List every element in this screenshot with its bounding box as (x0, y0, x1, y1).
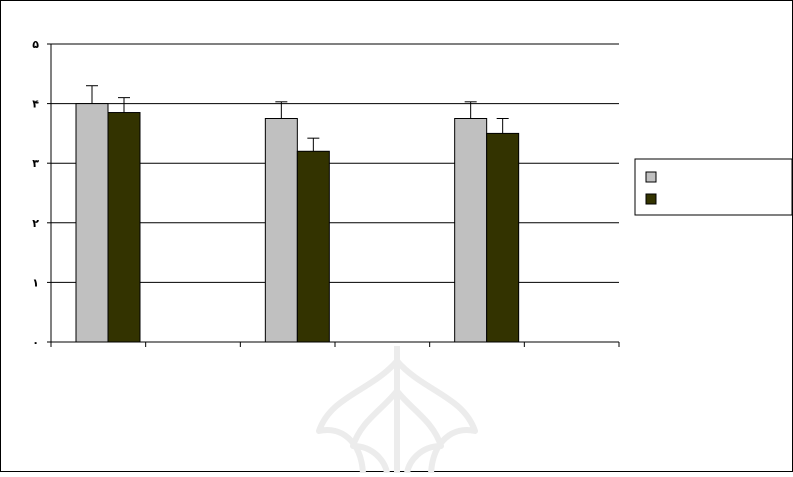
legend-swatch (645, 193, 657, 205)
y-tick-label: ۳ (32, 157, 39, 170)
bar (486, 132, 520, 343)
legend-label: معلمان تربیت بدنی (791, 171, 793, 184)
legend-swatch (645, 171, 657, 183)
y-tick-label: ۴ (32, 98, 39, 111)
bar (264, 118, 298, 343)
watermark-seal (316, 346, 478, 474)
bar (75, 103, 109, 343)
y-tick-label: ۲ (32, 217, 39, 230)
y-tick-label: ۰ (32, 336, 39, 349)
bar (454, 118, 488, 343)
plot-area: ۰ ۱ ۲ ۳ ۴ ۵ (32, 38, 620, 349)
bar (296, 150, 330, 343)
y-tick-label: ۵ (32, 38, 39, 51)
legend-label: مسئولان تربیت بدنی (791, 193, 793, 206)
legend: معلمان تربیت بدنی مسئولان تربیت بدنی (634, 158, 793, 216)
y-tick-label: ۱ (32, 276, 39, 289)
bar (107, 112, 141, 343)
legend-box (634, 158, 793, 216)
